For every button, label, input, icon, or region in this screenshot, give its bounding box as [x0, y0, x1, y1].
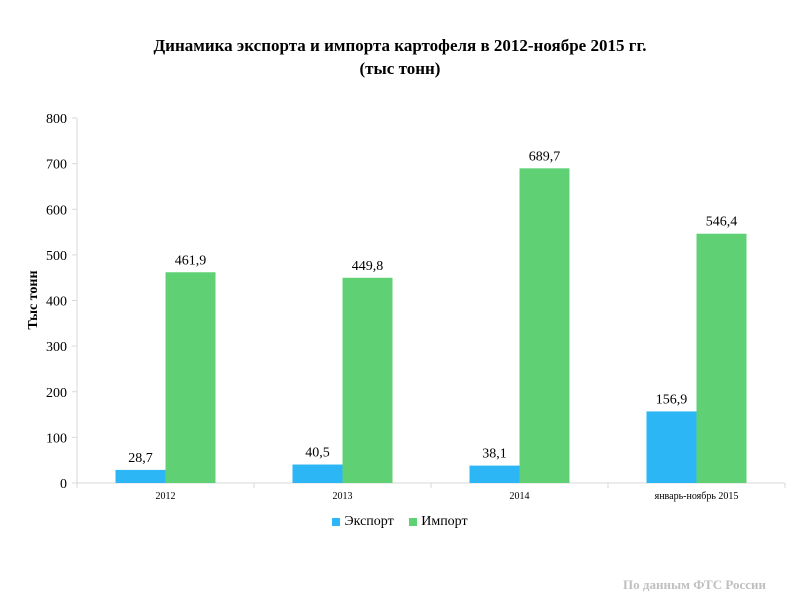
- bar-import: [165, 272, 216, 483]
- legend-swatch-import: [409, 518, 418, 526]
- bar-export: [292, 464, 343, 483]
- data-label-export: 28,7: [128, 451, 153, 466]
- bar-export: [646, 411, 697, 483]
- x-tick-label: январь-ноябрь 2015: [655, 491, 739, 502]
- legend-label-export: Экспорт: [344, 514, 394, 529]
- data-label-export: 156,9: [656, 392, 688, 407]
- x-tick-label: 2014: [510, 491, 530, 502]
- chart-legend: Экспорт Импорт: [0, 514, 800, 531]
- legend-label-import: Импорт: [421, 514, 468, 529]
- chart-title-line2: (тыс тонн): [359, 59, 441, 78]
- data-label-import: 449,8: [352, 259, 384, 274]
- y-tick-label: 800: [46, 112, 67, 127]
- legend-item-export: Экспорт: [332, 514, 394, 530]
- legend-item-import: Импорт: [409, 514, 468, 530]
- data-label-import: 546,4: [706, 215, 738, 230]
- data-label-export: 38,1: [482, 447, 507, 462]
- y-tick-label: 600: [46, 203, 67, 218]
- y-tick-label: 300: [46, 340, 67, 355]
- data-label-import: 461,9: [175, 253, 207, 268]
- bar-export: [469, 465, 520, 483]
- y-tick-label: 0: [60, 477, 67, 492]
- y-tick-label: 400: [46, 295, 67, 310]
- legend-swatch-export: [332, 518, 341, 526]
- x-tick-label: 2012: [156, 491, 176, 502]
- y-tick-label: 700: [46, 158, 67, 173]
- y-tick-label: 500: [46, 249, 67, 264]
- bar-import: [519, 168, 570, 483]
- bar-import: [696, 233, 747, 483]
- y-tick-label: 100: [46, 431, 67, 446]
- chart-title: Динамика экспорта и импорта картофеля в …: [0, 34, 800, 80]
- data-label-import: 689,7: [529, 149, 561, 164]
- chart-data-labels: 28,7 461,9 40,5 449,8 38,1 689,7 156,9 546,4: [128, 149, 737, 466]
- y-tick-label: 200: [46, 386, 67, 401]
- bar-import: [342, 277, 393, 483]
- chart-title-line1: Динамика экспорта и импорта картофеля в …: [153, 36, 647, 55]
- chart-bars: [115, 168, 747, 483]
- x-tick-label: 2013: [333, 491, 353, 502]
- y-axis-label: Тыс тонн: [26, 270, 41, 329]
- bar-export: [115, 469, 166, 483]
- source-note: По данным ФТС России: [623, 577, 766, 592]
- data-label-export: 40,5: [305, 446, 330, 461]
